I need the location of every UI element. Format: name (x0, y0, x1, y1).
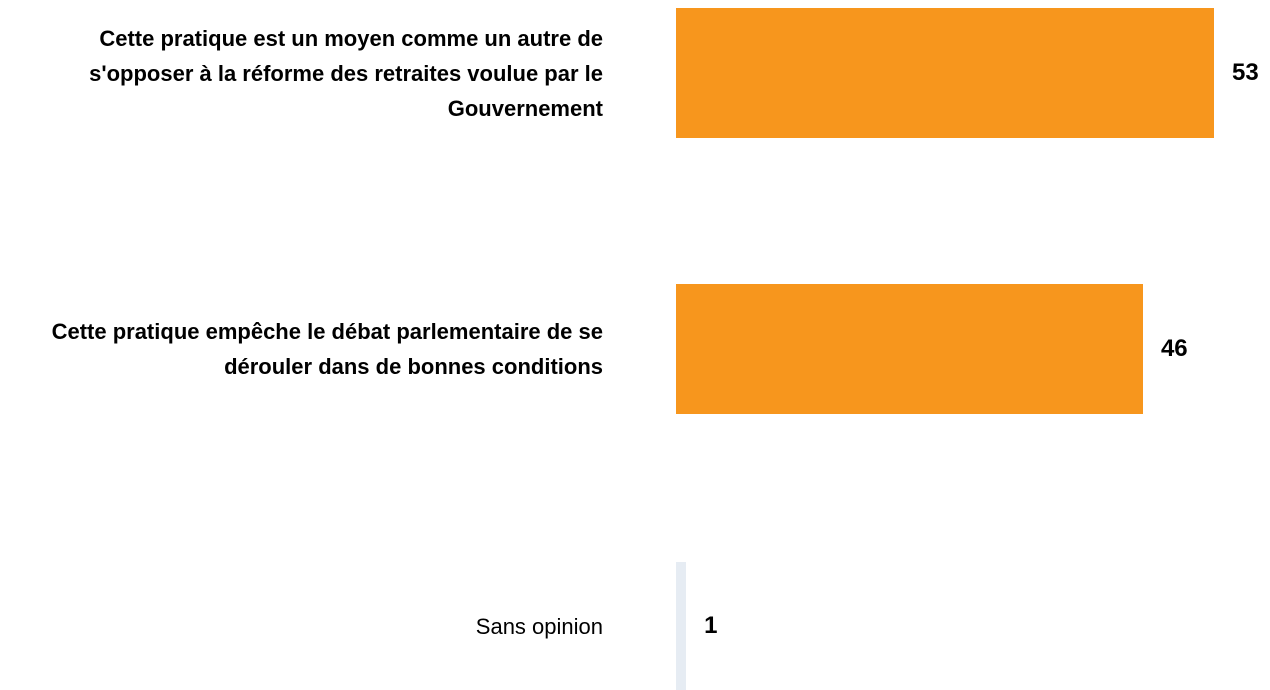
bar (676, 8, 1214, 138)
value-label: 46 (1160, 335, 1188, 362)
value-label: 53 (1232, 59, 1259, 86)
bar (676, 562, 687, 690)
value-label: 1 (704, 612, 718, 639)
category-label: Cette pratique empêche le débat parlemen… (51, 319, 603, 379)
category-label: Cette pratique est un moyen comme un aut… (89, 25, 603, 121)
bar (676, 284, 1143, 414)
category-label: Sans opinion (475, 613, 603, 639)
